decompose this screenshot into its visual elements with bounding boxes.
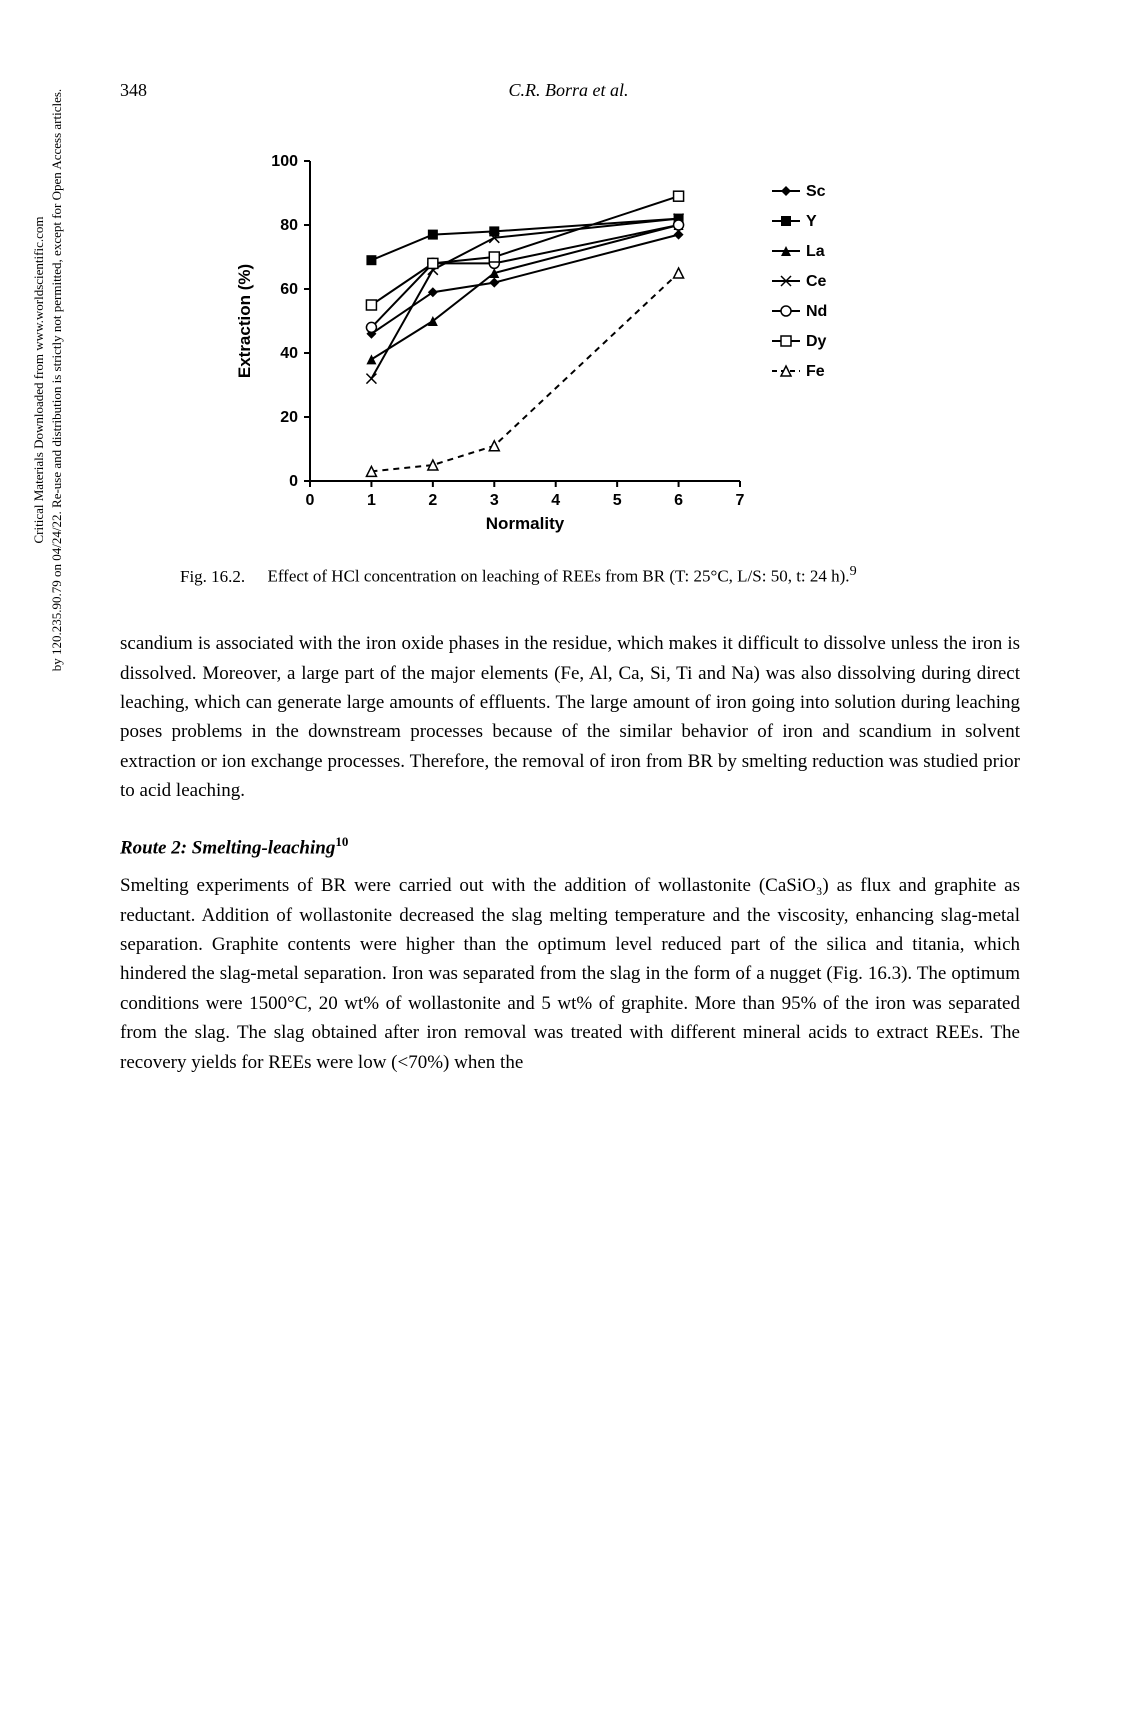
section-title-route2: Route 2: Smelting-leaching10 bbox=[120, 834, 1020, 859]
svg-text:Dy: Dy bbox=[806, 333, 827, 350]
svg-text:7: 7 bbox=[736, 492, 745, 509]
svg-text:Normality: Normality bbox=[486, 514, 565, 533]
section-title-text: Route 2: Smelting-leaching bbox=[120, 837, 335, 858]
svg-text:2: 2 bbox=[428, 492, 437, 509]
figure-caption-text: Effect of HCl concentration on leaching … bbox=[267, 567, 849, 586]
svg-text:6: 6 bbox=[674, 492, 683, 509]
figure-label: Fig. 16.2. bbox=[180, 567, 245, 586]
svg-text:Y: Y bbox=[806, 213, 817, 230]
page-number: 348 bbox=[120, 80, 147, 101]
svg-text:Nd: Nd bbox=[806, 303, 827, 320]
svg-text:40: 40 bbox=[280, 345, 298, 362]
svg-text:5: 5 bbox=[613, 492, 622, 509]
svg-text:80: 80 bbox=[280, 217, 298, 234]
svg-text:Fe: Fe bbox=[806, 363, 825, 380]
svg-text:0: 0 bbox=[306, 492, 315, 509]
figure-caption: Fig. 16.2. Effect of HCl concentration o… bbox=[180, 561, 960, 589]
figure-16-2-chart: 0 20 40 60 80 100 0 1 2 3 4 5 6 7 Normality Extraction … bbox=[220, 141, 920, 541]
svg-text:20: 20 bbox=[280, 409, 298, 426]
body-paragraph-2: Smelting experiments of BR were carried … bbox=[120, 871, 1020, 1077]
header-author: C.R. Borra et al. bbox=[509, 80, 629, 101]
body-paragraph-1: scandium is associated with the iron oxi… bbox=[120, 629, 1020, 806]
section-ref-sup: 10 bbox=[335, 834, 348, 849]
svg-text:0: 0 bbox=[289, 473, 298, 490]
svg-text:4: 4 bbox=[551, 492, 560, 509]
svg-text:60: 60 bbox=[280, 281, 298, 298]
svg-text:100: 100 bbox=[271, 153, 298, 170]
figure-ref-sup: 9 bbox=[850, 563, 857, 579]
svg-text:La: La bbox=[806, 243, 825, 260]
svg-text:1: 1 bbox=[367, 492, 376, 509]
svg-text:Extraction (%): Extraction (%) bbox=[235, 264, 254, 378]
svg-text:3: 3 bbox=[490, 492, 499, 509]
svg-text:Sc: Sc bbox=[806, 183, 826, 200]
page-header: 348 C.R. Borra et al. bbox=[120, 80, 1020, 101]
svg-text:Ce: Ce bbox=[806, 273, 827, 290]
